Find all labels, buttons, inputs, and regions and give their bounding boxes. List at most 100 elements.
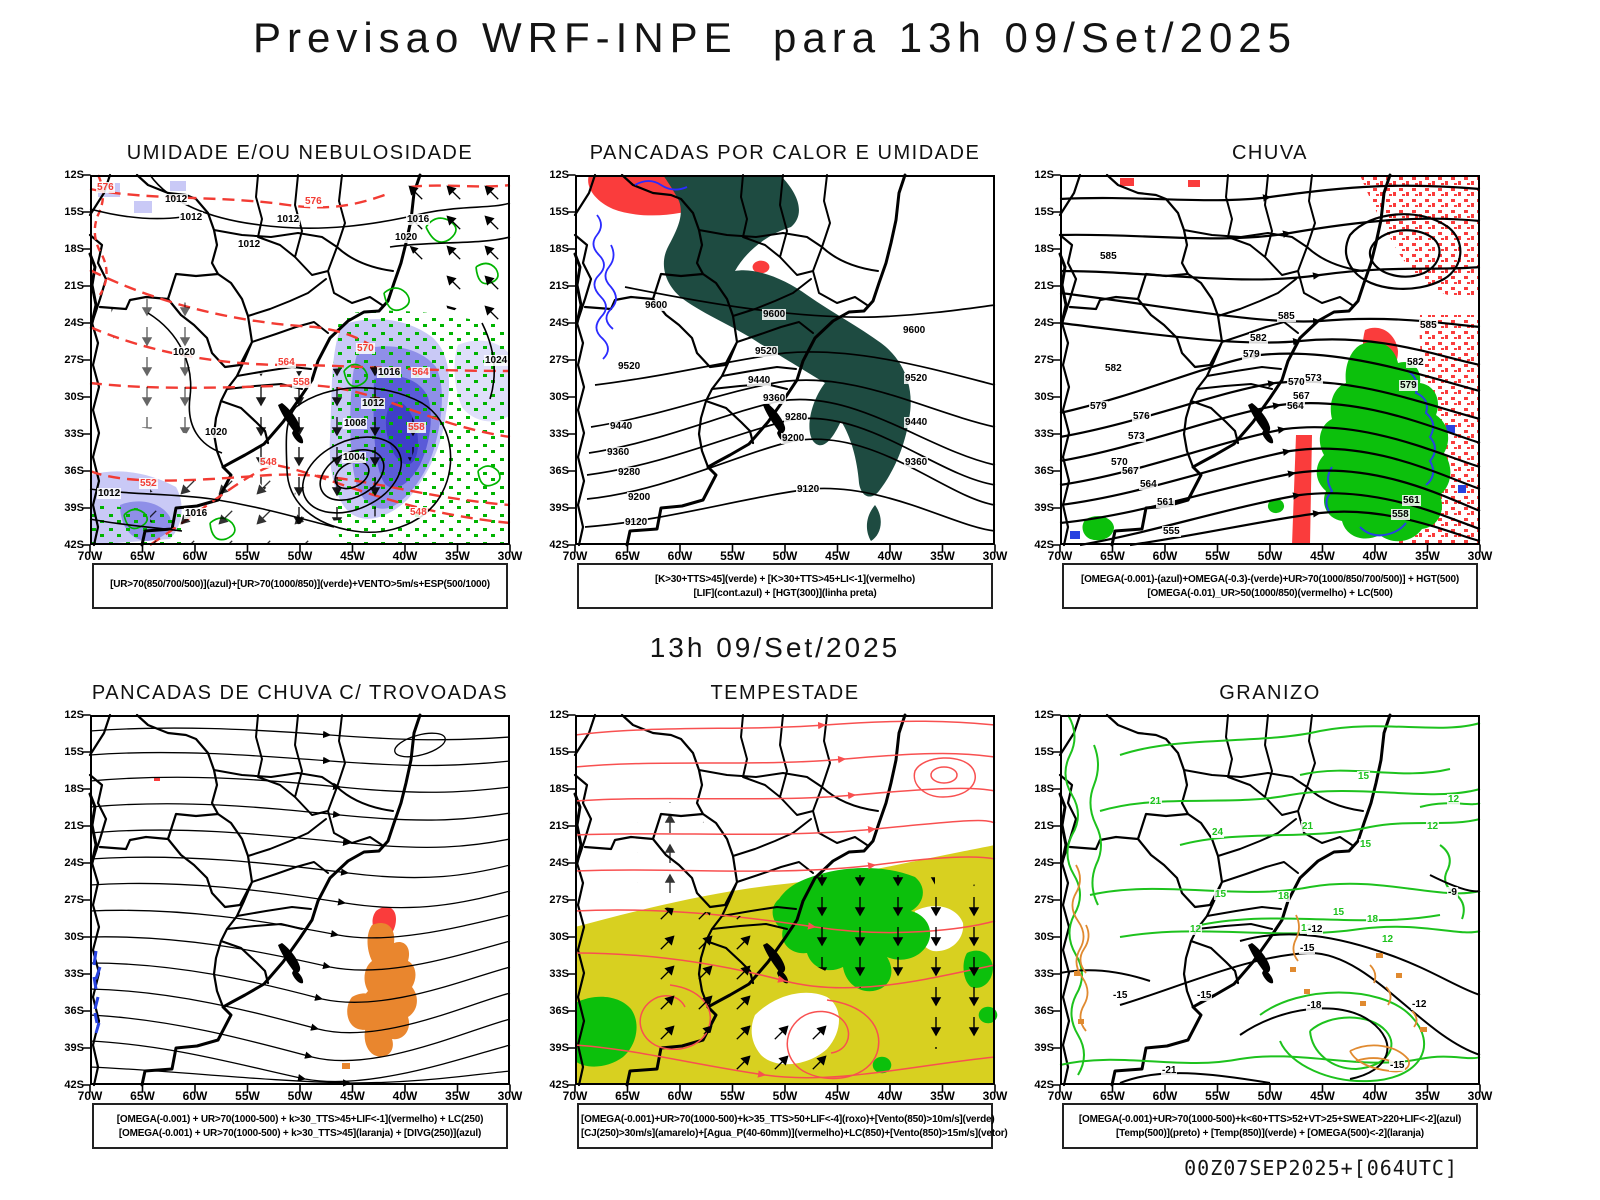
map-granizo [1051, 713, 1482, 1094]
map-pancadas-calor [566, 173, 997, 554]
lat-tick-label: 21S [1034, 820, 1054, 832]
lat-tick-label: 15S [1034, 746, 1054, 758]
lat-tick-label: 33S [1034, 428, 1054, 440]
convective-fills [154, 777, 417, 1069]
panel-title: UMIDADE E/OU NEBULOSIDADE [126, 142, 474, 164]
streamlines [89, 727, 511, 1087]
lat-tick-label: 27S [1034, 894, 1054, 906]
caption-line: [K>30+TTS>45](verde) + [K>30+TTS>45+LI<-… [655, 573, 915, 585]
lat-tick-label: 15S [549, 206, 569, 218]
lat-tick-label: 33S [549, 968, 569, 980]
panel-title: GRANIZO [1219, 682, 1321, 704]
lat-tick-label: 39S [1034, 502, 1054, 514]
lat-tick-label: 36S [64, 1005, 84, 1017]
lat-tick-label: 18S [549, 243, 569, 255]
caption-box: [OMEGA(-0.001)-(azul)+OMEGA(-0.3)-(verde… [1062, 563, 1478, 609]
lat-tick-label: 15S [64, 746, 84, 758]
panel-title: CHUVA [1231, 142, 1309, 164]
caption-line: [OMEGA(-0.01)_UR>50(1000/850)(vermelho) … [1147, 587, 1393, 599]
lat-tick-label: 12S [1034, 709, 1054, 721]
panel-umidade: UMIDADE E/OU NEBULOSIDADE [64, 142, 522, 609]
caption-line: [CJ(250)>30m/s](amarelo)+[Agua_P(40-60mm… [581, 1127, 1008, 1139]
lat-tick-label: 42S [549, 1079, 569, 1091]
map-frame [90, 715, 510, 1085]
caption-line: [OMEGA(-0.001)-(azul)+OMEGA(-0.3)-(verde… [1080, 573, 1460, 585]
lat-tick-label: 12S [64, 169, 84, 181]
lat-tick-label: 18S [64, 783, 84, 795]
panel-title: PANCADAS DE CHUVA C/ TROVOADAS [91, 682, 509, 704]
lat-axis: 12S 15S 18S 21S 24S 27S 30S 33S 36S 39S 42S [1016, 169, 1056, 551]
map-frame [575, 175, 995, 545]
lat-tick-label: 12S [1034, 169, 1054, 181]
lat-tick-label: 42S [1034, 539, 1054, 551]
caption-line: [OMEGA(-0.001) + UR>70(1000-500) + k>30_… [118, 1127, 482, 1139]
lat-tick-label: 21S [549, 280, 569, 292]
map-chuva [1051, 173, 1482, 554]
lat-tick-label: 30S [1034, 391, 1054, 403]
lat-tick-label: 21S [64, 280, 84, 292]
lat-tick-label: 24S [549, 317, 569, 329]
lat-tick-label: 27S [549, 894, 569, 906]
lat-tick-label: 39S [1034, 1042, 1054, 1054]
lat-tick-label: 24S [64, 317, 84, 329]
lat-tick-label: 18S [549, 783, 569, 795]
lat-axis: 12S 15S 18S 21S 24S 27S 30S 33S 36S 39S 42S [46, 709, 86, 1091]
lat-tick-label: 39S [64, 502, 84, 514]
panel-pancadas-trovoadas: PANCADAS DE CHUVA C/ TROVOADAS [64, 682, 522, 1149]
lat-tick-label: 24S [549, 857, 569, 869]
lat-tick-label: 36S [1034, 1005, 1054, 1017]
lat-tick-label: 33S [549, 428, 569, 440]
caption-box: [OMEGA(-0.001)+UR>70(1000-500)+k<60+TTS>… [1062, 1103, 1478, 1149]
lif-blue-contours [592, 180, 688, 360]
caption-box: [OMEGA(-0.001) + UR>70(1000-500) + k>30_… [92, 1103, 508, 1149]
caption-line: [OMEGA(-0.001)+UR>70(1000-500)+k<60+TTS>… [1078, 1113, 1462, 1125]
divergence-blue-marks [92, 950, 102, 1034]
lat-tick-label: 24S [1034, 857, 1054, 869]
lat-tick-label: 18S [64, 243, 84, 255]
lat-tick-label: 36S [549, 465, 569, 477]
lat-tick-label: 15S [549, 746, 569, 758]
lat-tick-label: 21S [64, 820, 84, 832]
lat-tick-label: 33S [1034, 968, 1054, 980]
temp850-green-contours [1059, 714, 1481, 1083]
lat-tick-label: 27S [64, 894, 84, 906]
page-title: Previsao WRF-INPE para 13h 09/Set/2025 [252, 14, 1298, 61]
panel-chuva: CHUVA [1034, 142, 1492, 609]
lat-tick-label: 12S [549, 169, 569, 181]
lat-tick-label: 27S [64, 354, 84, 366]
lat-tick-label: 36S [1034, 465, 1054, 477]
lat-tick-label: 30S [64, 931, 84, 943]
map-frame [90, 175, 510, 545]
lat-tick-label: 42S [64, 539, 84, 551]
lat-tick-label: 27S [549, 354, 569, 366]
map-frame [1060, 175, 1480, 545]
omega-orange-contours [1071, 864, 1418, 1073]
hgt300-contours [584, 286, 996, 532]
lat-tick-label: 18S [1034, 243, 1054, 255]
caption-line: [OMEGA(-0.001) + UR>70(1000-500) + k>30_… [116, 1113, 484, 1125]
lat-tick-label: 39S [549, 502, 569, 514]
caption-line: [Temp(500)](preto) + [Temp(850)](verde) … [1116, 1127, 1424, 1139]
lat-axis: 12S 15S 18S 21S 24S 27S 30S 33S 36S 39S 42S [46, 169, 86, 551]
lat-tick-label: 18S [1034, 783, 1054, 795]
lat-tick-label: 36S [64, 465, 84, 477]
map-pancadas-trovoadas [81, 713, 512, 1094]
panel-title: PANCADAS POR CALOR E UMIDADE [589, 142, 981, 164]
caption-box: [OMEGA(-0.001)+UR>70(1000-500)+k>35_TTS>… [577, 1103, 1008, 1149]
lat-tick-label: 33S [64, 968, 84, 980]
humidity-green-speckle [90, 310, 510, 545]
panel-granizo: GRANIZO [1034, 682, 1492, 1149]
lat-tick-label: 30S [64, 391, 84, 403]
map-frame [575, 715, 995, 1085]
caption-box: [UR>70(850/700/500)](azul)+[UR>70(1000/8… [92, 563, 508, 609]
map-tempestade [566, 713, 998, 1094]
instability-fills [588, 175, 911, 541]
lat-axis: 12S 15S 18S 21S 24S 27S 30S 33S 36S 39S 42S [1016, 709, 1056, 1091]
lat-tick-label: 24S [64, 857, 84, 869]
run-time-footer: 00Z07SEP2025+[064UTC] [1184, 1156, 1458, 1180]
lat-tick-label: 36S [549, 1005, 569, 1017]
lat-axis: 12S 15S 18S 21S 24S 27S 30S 33S 36S 39S 42S [531, 709, 571, 1091]
lat-tick-label: 39S [549, 1042, 569, 1054]
lat-tick-label: 24S [1034, 317, 1054, 329]
lat-tick-label: 30S [549, 931, 569, 943]
